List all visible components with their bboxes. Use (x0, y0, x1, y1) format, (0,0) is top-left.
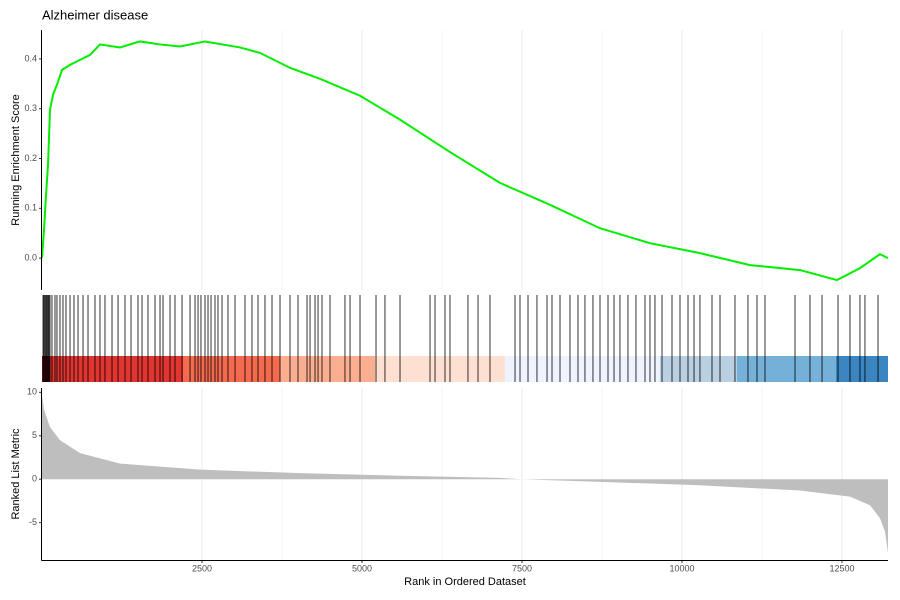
x-axis-label: Rank in Ordered Dataset (404, 576, 526, 588)
y2-tick-label: -5 (29, 517, 37, 527)
y-tick-label: 0.3 (24, 103, 37, 113)
y2-tick-label: 10 (27, 387, 37, 397)
y2-tick-label: 0 (32, 474, 37, 484)
y-tick-label: 0.2 (24, 153, 37, 163)
ranked-metric-area (42, 394, 888, 554)
x-tick-label: 7500 (512, 563, 532, 573)
color-band (736, 356, 836, 382)
color-band (182, 356, 281, 382)
color-band (835, 356, 888, 382)
y-tick-label: 0.1 (24, 203, 37, 213)
x-tick-label: 2500 (192, 563, 212, 573)
y2-tick-label: 5 (32, 430, 37, 440)
x-tick-label: 12500 (829, 563, 854, 573)
y-tick-label: 0.4 (24, 53, 37, 63)
x-tick-label: 5000 (352, 563, 372, 573)
color-band (280, 356, 375, 382)
x-tick-label: 10000 (669, 563, 694, 573)
color-band (504, 356, 660, 382)
chart-title: Alzheimer disease (42, 7, 148, 22)
color-band (659, 356, 737, 382)
y2-axis-label: Ranked List Metric (10, 428, 22, 520)
color-band (374, 356, 505, 382)
y-axis-label: Running Enrichment Score (10, 94, 22, 225)
color-band (49, 356, 183, 382)
y-tick-label: 0.0 (24, 252, 37, 262)
running-score-line (41, 40, 889, 282)
